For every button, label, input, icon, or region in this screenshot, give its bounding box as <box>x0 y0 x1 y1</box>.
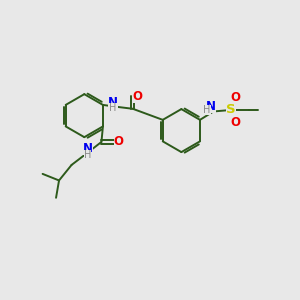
Text: O: O <box>132 90 142 103</box>
Text: H: H <box>110 103 117 113</box>
Text: N: N <box>108 96 118 109</box>
Text: H: H <box>84 150 92 160</box>
Text: S: S <box>226 103 236 116</box>
Text: N: N <box>83 142 93 155</box>
Text: N: N <box>206 100 216 113</box>
Text: O: O <box>230 91 240 104</box>
Text: H: H <box>203 105 211 115</box>
Text: O: O <box>114 135 124 148</box>
Text: O: O <box>230 116 240 129</box>
